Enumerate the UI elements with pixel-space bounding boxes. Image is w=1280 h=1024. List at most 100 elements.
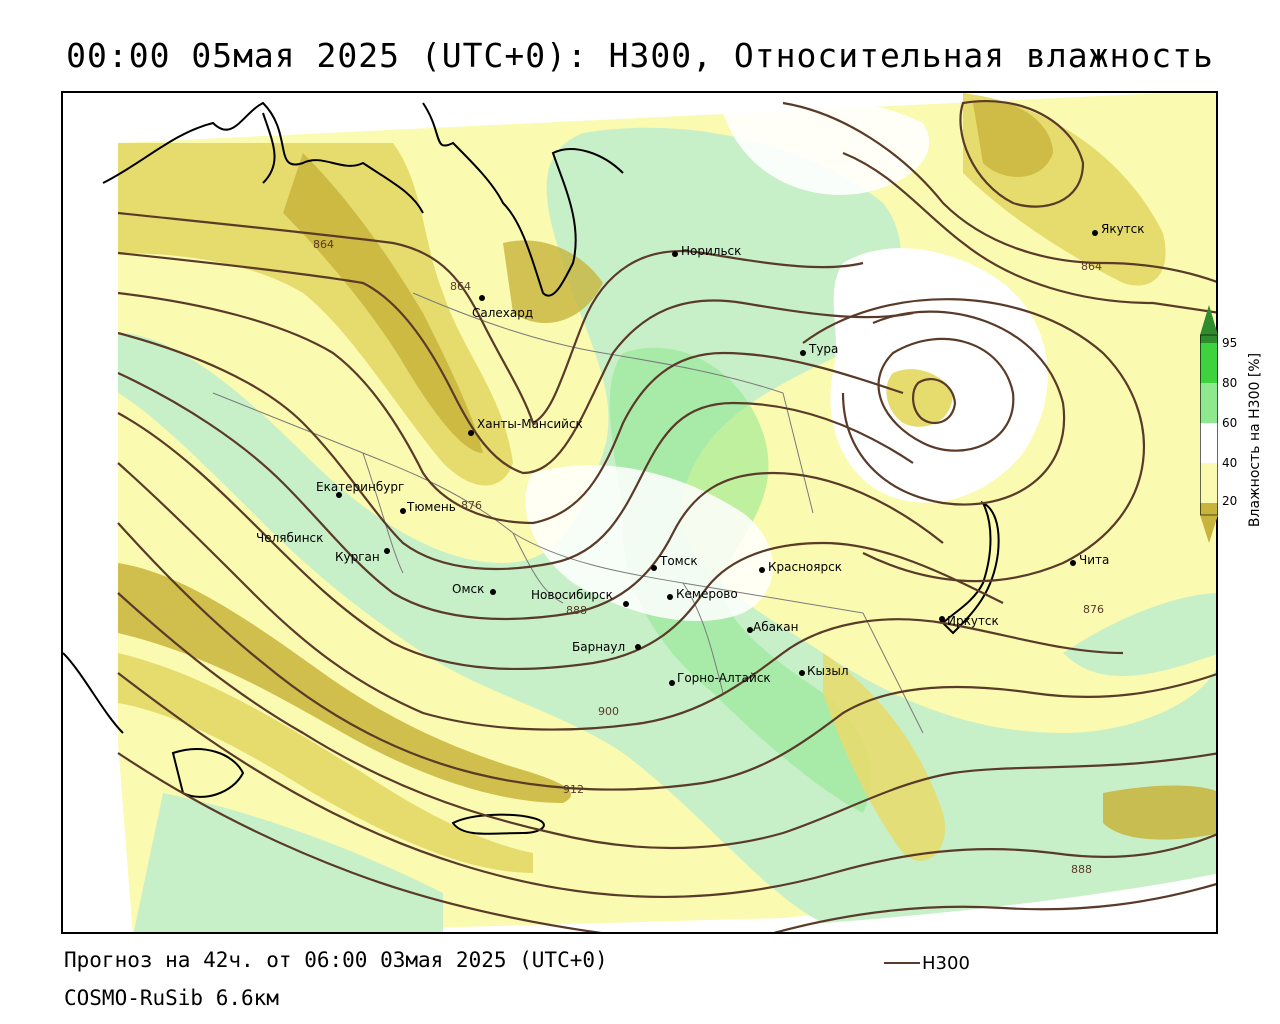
dry-core-southeast [1103,785,1216,840]
lake-baikal [941,500,1000,635]
city-dot [747,627,753,633]
city-label-kemerovo: Кемерово [676,587,738,601]
city-label-chita: Чита [1079,553,1109,567]
humidity-zone-moist-north [623,131,783,196]
contour-line [782,101,1216,283]
city-label-tyumen: Тюмень [406,500,456,514]
city-dot [800,350,806,356]
colorbar-segment [1200,335,1218,343]
contour-label: 912 [563,783,584,796]
city-dot [336,492,342,498]
contour-closed [912,377,957,425]
city-dot [672,251,678,257]
contour-line [841,310,1066,506]
contour-label: 864 [1081,260,1102,273]
contour-line [117,752,602,932]
model-name: COSMO-RuSib 6.6км [64,986,279,1010]
dry-core-tura [886,369,953,427]
contour-label: 888 [1071,863,1092,876]
region-borders [212,292,924,734]
lake-balkhash [451,813,545,835]
contour-line [117,462,1124,731]
city-label-gorno-altaysk: Горно-Алтайск [677,671,771,685]
contour-line [117,592,1216,850]
city-dot [939,616,945,622]
city-label-abakan: Абакан [753,620,798,634]
city-label-khanty-mansiysk: Ханты-Мансийск [477,417,583,431]
colorbar-tick: 60 [1222,416,1238,430]
city-dot [669,680,675,686]
colorbar-top-arrow [1200,305,1218,335]
colorbar-segment [1200,383,1218,423]
colorbar-segment [1200,503,1218,515]
city-label-novosibirsk: Новосибирск [531,588,613,602]
city-label-norilsk: Норильск [681,244,741,258]
contour-line [117,251,914,475]
dry-core-north [283,153,483,453]
city-label-yekaterinburg: Екатеринбург [316,480,404,494]
city-dot [759,567,765,573]
dry-band-north [118,143,513,486]
forecast-info: Прогноз на 42ч. от 06:00 03мая 2025 (UTC… [64,948,608,972]
humidity-colorbar [1200,305,1218,543]
coastline-caspian [171,748,245,798]
colorbar-tick: 20 [1222,494,1238,508]
colorbar-tick: 40 [1222,456,1238,470]
city-dot [1092,230,1098,236]
contour-label: 900 [598,705,619,718]
contour-line [117,211,864,425]
contour-line [802,298,1146,583]
coastline-north [102,101,624,297]
contour-line [773,883,1216,932]
contour-line [117,372,944,621]
weather-map: 864 864 864 876 876 888 900 912 888 Нори… [61,91,1218,934]
dry-band-south-2 [118,653,533,873]
dry-core-yamal [503,240,603,323]
legend-label: H300 [922,953,970,974]
contour-line [117,412,1004,671]
city-dot [468,430,474,436]
map-title: 00:00 05мая 2025 (UTC+0): H300, Относите… [66,36,1214,75]
contour-line [117,331,914,571]
city-dot [479,295,485,301]
humidity-zone-wet [609,347,871,813]
dry-band-southeast [823,653,945,861]
city-dot [799,670,805,676]
colorbar-bottom-arrow [1200,515,1218,543]
city-label-yakutsk: Якутск [1101,222,1145,236]
dry-core-northeast [973,101,1053,177]
coastline-west [63,652,124,734]
contour-label: 876 [461,499,482,512]
city-label-tomsk: Томск [659,554,698,568]
city-dot [384,548,390,554]
contour-line [842,151,1216,314]
colorbar-tick: 95 [1222,336,1238,350]
city-markers: Норильск Якутск Салехард Тура Ханты-Манс… [256,222,1145,686]
humidity-zone-moist-east [1063,593,1216,677]
contour-label: 864 [313,238,334,251]
contour-line [117,291,904,525]
city-label-salekhard: Салехард [472,306,533,320]
city-dot [623,601,629,607]
contour-closed [959,100,1085,208]
city-dot [651,565,657,571]
colorbar-tick: 80 [1222,376,1238,390]
city-label-kyzyl: Кызыл [807,664,849,678]
colorbar-segment [1200,343,1218,383]
city-dot [1070,560,1076,566]
colorbar-segment [1200,463,1218,503]
city-label-chelyabinsk: Челябинск [256,531,323,545]
city-label-irkutsk: Иркутск [947,614,999,628]
contour-label: 864 [450,280,471,293]
colorbar-title: Влажность на H300 [%] [1247,352,1263,528]
city-dot [667,594,673,600]
contour-line [117,672,1216,899]
city-dot [635,644,641,650]
map-canvas: 864 864 864 876 876 888 900 912 888 Нори… [63,93,1216,932]
dry-band-south [118,563,572,803]
h300-contours [117,100,1216,932]
city-dot [490,589,496,595]
city-label-krasnoyarsk: Красноярск [768,560,842,574]
city-label-tura: Тура [808,342,838,356]
city-label-kurgan: Курган [335,550,380,564]
